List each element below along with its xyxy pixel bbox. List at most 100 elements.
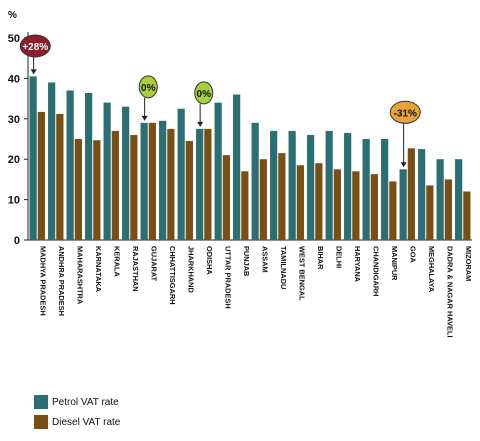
petrol-bar (196, 128, 204, 240)
petrol-bar (381, 139, 389, 240)
legend-swatch-diesel (34, 415, 48, 429)
diesel-bar (352, 171, 360, 240)
petrol-bar (140, 122, 148, 240)
diesel-bar (259, 159, 267, 240)
x-tick-label: UTTAR PRADESH (223, 246, 232, 309)
x-tick-label: DELHI (334, 246, 343, 268)
petrol-bar (399, 169, 407, 240)
annotation-arrow-head (30, 69, 37, 75)
annotation-arrow-head (197, 121, 204, 127)
diesel-bar (315, 163, 323, 240)
x-tick-label: JHARKHAND (186, 246, 195, 293)
legend-label-petrol: Petrol VAT rate (52, 396, 119, 408)
diesel-bar (56, 113, 64, 240)
petrol-bar (85, 92, 93, 240)
x-tick-label: DADRA & NAGAR HAVELI (445, 246, 454, 338)
x-tick-label: PUNJAB (242, 246, 251, 276)
annotation-bubble (19, 34, 51, 58)
x-tick-label: GOA (408, 246, 417, 263)
petrol-bar (66, 90, 74, 241)
x-tick-label: ODISHA (205, 246, 214, 275)
diesel-bar (222, 155, 230, 240)
petrol-bar (344, 132, 352, 240)
petrol-bar (270, 130, 278, 240)
diesel-bar (407, 148, 415, 240)
x-tick-label: KERALA (112, 246, 121, 277)
diesel-bar (426, 185, 434, 240)
x-tick-label: RAJASTHAN (131, 246, 140, 292)
diesel-bar (130, 134, 138, 240)
annotation-label: +28% (22, 42, 48, 53)
x-tick-label: ANDHRA PRADESH (57, 246, 66, 316)
petrol-bar (251, 122, 259, 240)
x-tick-label: MAHARASHTRA (75, 246, 84, 305)
legend: Petrol VAT rate Diesel VAT rate (34, 392, 120, 432)
petrol-bar (325, 130, 333, 240)
x-tick-label: HARYANA (353, 246, 362, 283)
x-tick-label: BIHAR (316, 246, 325, 270)
petrol-bar (122, 106, 130, 241)
petrol-bar (177, 108, 185, 240)
diesel-bar (370, 174, 378, 240)
diesel-bar (463, 191, 471, 240)
petrol-bar (233, 94, 241, 240)
y-tick-label: 30 (8, 114, 20, 126)
petrol-bar (455, 159, 463, 240)
petrol-bar (214, 102, 222, 240)
diesel-bar (278, 153, 286, 240)
diesel-bar (93, 140, 101, 240)
legend-swatch-petrol (34, 395, 48, 409)
x-tick-label: MEGHALAYA (427, 246, 436, 293)
petrol-bar (48, 82, 56, 240)
x-tick-label: TAMILNADU (279, 246, 288, 289)
x-tick-label: CHANDIGARH (371, 246, 380, 297)
petrol-bar (307, 134, 315, 240)
x-tick-label: GUJARAT (149, 246, 158, 282)
diesel-bar (148, 122, 156, 240)
y-tick-label: 50 (8, 33, 20, 45)
annotation-label: 0% (141, 83, 156, 94)
y-tick-label: 20 (8, 154, 20, 166)
diesel-bar (37, 111, 45, 240)
y-tick-label: 0 (14, 235, 20, 247)
diesel-bar (167, 128, 175, 240)
annotation-bubble (389, 100, 421, 124)
legend-item-petrol: Petrol VAT rate (34, 392, 120, 412)
petrol-bar (436, 159, 444, 240)
legend-label-diesel: Diesel VAT rate (52, 416, 121, 428)
diesel-bar (241, 171, 249, 240)
annotation-bubble (138, 75, 158, 99)
petrol-bar (103, 102, 111, 240)
legend-item-diesel: Diesel VAT rate (34, 412, 120, 432)
x-tick-label: WEST BENGAL (297, 246, 306, 301)
petrol-bar (29, 76, 37, 240)
diesel-bar (185, 141, 193, 240)
diesel-bar (444, 179, 452, 240)
diesel-bar (111, 130, 119, 240)
petrol-bar (418, 149, 426, 240)
x-tick-label: KARNATAKA (94, 246, 103, 293)
x-tick-label: MIZORAM (464, 246, 473, 281)
annotation-label: -31% (394, 108, 417, 119)
diesel-bar (296, 165, 304, 240)
annotation-arrow-head (141, 115, 148, 121)
annotation-label: 0% (197, 89, 212, 100)
diesel-bar (204, 128, 212, 240)
petrol-bar (362, 139, 370, 240)
diesel-bar (333, 169, 341, 240)
y-tick-label: 10 (8, 195, 20, 207)
x-tick-label: MADHYA PRADESH (38, 246, 47, 316)
petrol-bar (288, 130, 296, 240)
x-tick-label: MANIPUR (390, 246, 399, 281)
x-tick-label: ASSAM (260, 246, 269, 273)
y-axis-label: % (8, 10, 17, 21)
y-tick-label: 40 (8, 73, 20, 85)
petrol-bar (159, 120, 167, 240)
x-tick-label: CHHATTISGARH (168, 246, 177, 305)
annotation-bubble (194, 81, 214, 105)
diesel-bar (74, 139, 82, 240)
annotation-arrow-head (400, 162, 407, 168)
diesel-bar (389, 181, 397, 240)
